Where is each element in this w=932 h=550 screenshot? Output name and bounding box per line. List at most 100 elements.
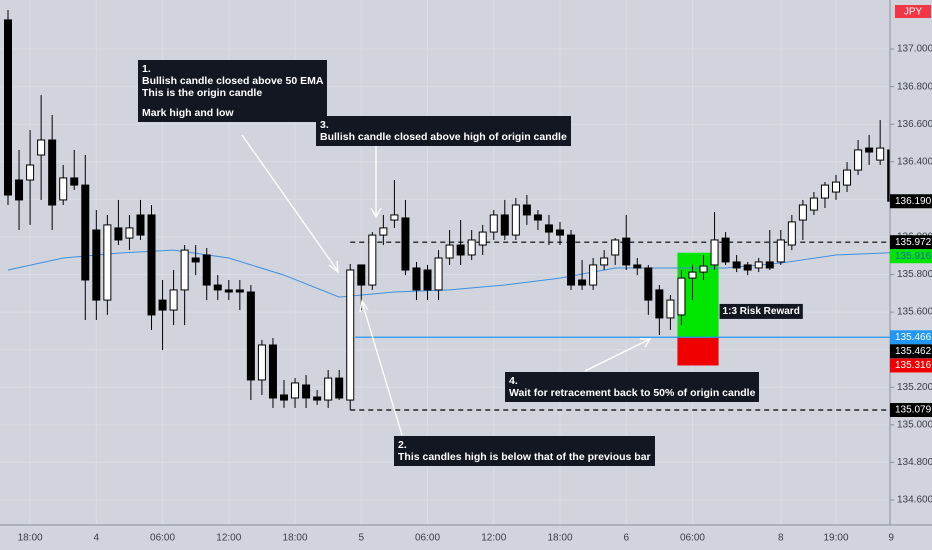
annotation-line: 4. — [509, 375, 518, 387]
x-tick-label: 4 — [94, 533, 100, 544]
candle-body — [291, 382, 300, 399]
candle-body — [832, 181, 840, 193]
rr-label-bg — [719, 303, 803, 319]
price-tag — [890, 330, 932, 345]
y-tick-label: 136.600 — [897, 119, 932, 130]
candle-body — [456, 244, 465, 256]
arrow-head — [328, 260, 339, 274]
candle-body — [611, 239, 620, 256]
arrow-head — [370, 207, 382, 219]
x-tick-label: 06:00 — [680, 533, 705, 544]
price-tag-label: 135.079 — [895, 405, 932, 416]
annotation-line: Mark high and low — [142, 107, 234, 119]
price-tag-label: 136.190 — [895, 196, 932, 207]
annotation-line: 2. — [398, 439, 407, 451]
stop-zone — [677, 337, 719, 366]
annotation: 1. Bullish candle closed above 50 EMA This… — [138, 60, 328, 122]
symbol: JPY — [904, 7, 923, 18]
candle-body — [655, 289, 664, 319]
candle-body — [169, 289, 178, 311]
candle-body — [246, 291, 255, 381]
candle-body — [754, 261, 763, 269]
candle-body — [732, 261, 741, 269]
candle-body — [180, 249, 189, 291]
candle-body — [235, 289, 244, 293]
annotation-line: This is the origin candle — [142, 87, 263, 99]
candle-body — [423, 269, 432, 291]
arrow-head — [640, 338, 652, 348]
candle-body — [346, 269, 355, 401]
candle-body — [644, 267, 653, 301]
candle-body — [478, 231, 487, 246]
candle-body — [633, 264, 642, 269]
price-tag-label: 135.916 — [895, 251, 932, 262]
candle-body — [445, 244, 454, 259]
candle-body — [688, 271, 697, 279]
candle-body — [489, 214, 498, 233]
candle-body — [544, 224, 553, 233]
candle-body — [280, 394, 288, 401]
price-tag — [890, 249, 932, 264]
candle-body — [522, 204, 531, 216]
x-tick-label: 18:00 — [18, 533, 43, 544]
candle-body — [59, 177, 68, 201]
candle-body — [202, 254, 211, 286]
price-tag-label: 135.316 — [895, 360, 932, 371]
candle-body — [876, 147, 885, 161]
candle-body — [302, 384, 311, 399]
candle-body — [15, 179, 24, 201]
candle-body — [710, 239, 719, 266]
x-tick-label: 12:00 — [216, 533, 241, 544]
candle-body — [500, 214, 509, 236]
price-tag-label: 135.462 — [895, 346, 932, 357]
y-tick-label: 135.800 — [897, 269, 932, 280]
candle-body — [335, 377, 344, 399]
candle-body — [666, 299, 675, 319]
candle-body — [865, 147, 874, 153]
plot: 1:3 Risk Reward — [4, 9, 896, 411]
candle-body — [48, 139, 57, 206]
candle-body — [401, 217, 410, 271]
x-tick-label: 18:00 — [547, 533, 572, 544]
candle-body — [70, 177, 79, 186]
candle-body — [147, 214, 156, 316]
annotation-line: Bullish candle closed above high of orig… — [320, 131, 567, 143]
x-tick-label: 06:00 — [150, 533, 175, 544]
y-tick-label: 135.000 — [897, 419, 932, 430]
price-tag — [890, 358, 932, 373]
x-tick-label: 12:00 — [481, 533, 506, 544]
candle-body — [368, 234, 377, 286]
x-tick-label: 18:00 — [283, 533, 308, 544]
price-tag-label: 135.466 — [895, 332, 932, 343]
y-tick-label: 135.200 — [897, 382, 932, 393]
candle-body — [114, 227, 123, 241]
candle-body — [467, 239, 476, 256]
candle-body — [578, 279, 587, 286]
candle-body — [213, 284, 222, 291]
arrow — [241, 134, 338, 271]
annotation-line: Wait for retracement back to 50% of orig… — [509, 387, 756, 399]
y-tick-label: 134.800 — [897, 457, 932, 468]
symbol-badge — [895, 5, 931, 18]
price-tag — [890, 194, 932, 209]
candle-body — [776, 239, 785, 263]
y-tick-label: 135.600 — [897, 307, 932, 318]
candle-body — [798, 204, 807, 221]
candle-body — [357, 264, 366, 286]
candle-body — [600, 257, 609, 266]
candle-body — [699, 265, 708, 273]
price-tag-label: 135.972 — [895, 237, 932, 248]
candle-body — [268, 344, 277, 399]
candle-body — [136, 214, 145, 236]
candle-body — [787, 221, 796, 246]
y-tick-label: 136.800 — [897, 81, 932, 92]
candle-body — [224, 289, 233, 293]
candle-body — [324, 377, 333, 401]
candle-body — [379, 227, 388, 236]
annotation: 3. Bullish candle closed above high of or… — [316, 116, 571, 146]
arrow-head — [359, 299, 369, 313]
candle-body — [313, 396, 322, 401]
candle-body — [191, 257, 200, 263]
candle-body — [843, 169, 852, 186]
